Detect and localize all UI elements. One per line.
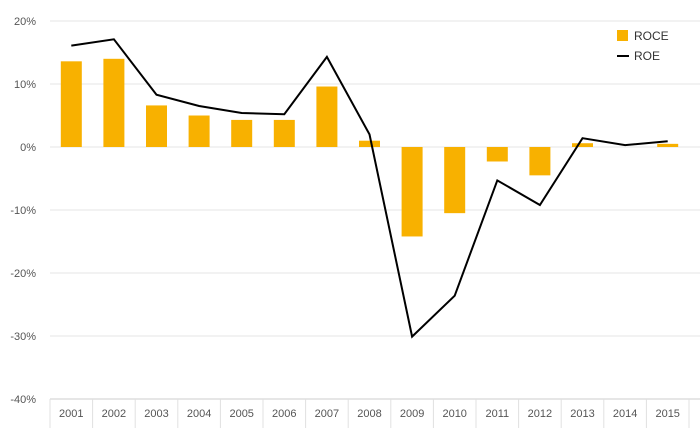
- x-tick-label: 2004: [187, 408, 211, 420]
- x-tick-label: 2011: [485, 408, 509, 420]
- x-tick-label: 2012: [528, 408, 552, 420]
- y-tick-label: -30%: [10, 331, 36, 343]
- y-tick-label: 10%: [14, 79, 36, 91]
- grid-lines: [50, 20, 700, 400]
- y-tick-label: -10%: [10, 205, 36, 217]
- x-tick-label: 2002: [102, 408, 126, 420]
- roce-bars: [60, 58, 679, 237]
- roce-bar: [231, 119, 253, 147]
- roce-bar: [316, 86, 338, 147]
- y-tick-label: 20%: [14, 16, 36, 28]
- x-tick-label: 2003: [144, 408, 168, 420]
- roe-line-layer: [71, 38, 668, 339]
- y-tick-label: 0%: [20, 142, 36, 154]
- x-tick-label: 2010: [442, 408, 466, 420]
- y-axis-ticks: 20% 10% 0% -10% -20% -30% -40%: [10, 16, 36, 406]
- legend-label-roce: ROCE: [634, 29, 669, 43]
- x-axis: 2001 2002 2003 2004 2005 2006 2007 2008 2009 2010…: [49, 398, 700, 428]
- x-tick-label: 2006: [272, 408, 296, 420]
- x-tick-label: 2008: [357, 408, 381, 420]
- roe-line: [71, 38, 668, 339]
- roce-bar: [444, 147, 466, 214]
- roce-bar: [486, 147, 508, 162]
- x-tick-label: 2005: [229, 408, 253, 420]
- x-tick-label: 2007: [315, 408, 339, 420]
- legend-label-roe: ROE: [634, 49, 660, 63]
- x-tick-label: 2013: [570, 408, 594, 420]
- roce-bar: [572, 143, 593, 147]
- x-tick-label: 2014: [613, 408, 637, 420]
- x-tick-label: 2015: [655, 408, 679, 420]
- y-tick-label: -40%: [10, 394, 36, 406]
- roce-bar: [273, 119, 295, 147]
- roce-bar: [529, 147, 551, 176]
- roce-bar: [146, 105, 167, 147]
- roce-bar: [188, 115, 210, 147]
- y-tick-label: -20%: [10, 268, 36, 280]
- roce-bar: [359, 140, 380, 147]
- legend-swatch-roce: [617, 30, 628, 41]
- roce-bar: [657, 143, 679, 147]
- x-tick-label: 2001: [59, 408, 83, 420]
- roce-bar: [60, 61, 82, 147]
- x-tick-label: 2009: [400, 408, 424, 420]
- legend: ROCE ROE: [617, 29, 669, 63]
- roce-bar: [401, 147, 423, 237]
- roce-bar: [103, 58, 125, 147]
